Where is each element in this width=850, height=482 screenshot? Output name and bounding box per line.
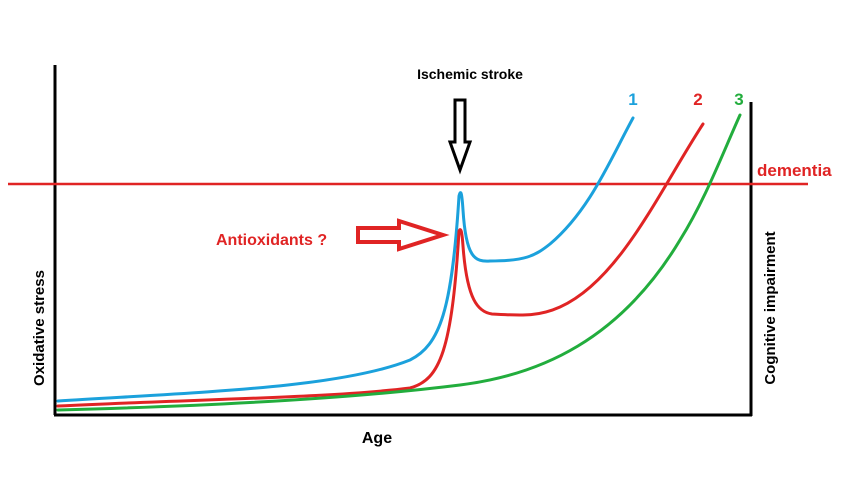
curve-1-line xyxy=(56,116,635,403)
threshold-label: dementia xyxy=(757,161,832,180)
right-arrow-outline-icon xyxy=(356,218,450,252)
curve-3-label: 3 xyxy=(734,90,743,109)
curve-2-line xyxy=(56,122,705,408)
down-arrow-outline-icon xyxy=(447,98,473,175)
intervention-label: Antioxidants ? xyxy=(216,232,327,249)
y-axis-right-title: Cognitive impairment xyxy=(762,231,779,384)
curve-1-label: 1 xyxy=(628,90,637,109)
y-axis-left-title: Oxidative stress xyxy=(31,270,48,386)
curve-2-label: 2 xyxy=(693,90,702,109)
curve-3-line xyxy=(56,113,742,412)
axes xyxy=(53,65,753,417)
x-axis-title: Age xyxy=(362,430,392,447)
event-label: Ischemic stroke xyxy=(417,66,523,82)
curves xyxy=(56,113,742,412)
